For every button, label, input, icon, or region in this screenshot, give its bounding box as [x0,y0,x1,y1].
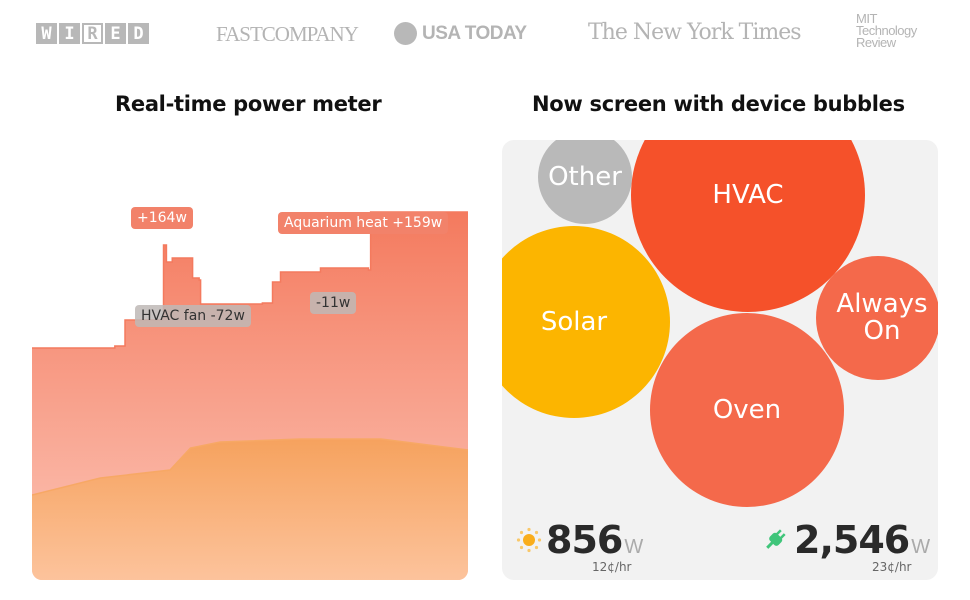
power-meter-svg [32,211,468,580]
logo-letter: E [105,23,126,44]
grid-unit: W [911,536,931,558]
power-meter-chart: +164w Aquarium heat +159w HVAC fan -72w … [32,140,468,580]
plug-icon [766,529,786,549]
bubble-other[interactable]: Other [538,140,632,224]
bubble-oven[interactable]: Oven [650,313,844,507]
logo-line: Technology [856,23,917,38]
solar-watts: 856 [546,518,623,562]
solar-cost: 12¢/hr [592,560,632,574]
power-meter-title: Real-time power meter [115,92,382,116]
annotation-minus-11: -11w [310,292,357,314]
fast-company-logo: FASTCOMPANY [216,22,359,46]
annotation-aquarium: Aquarium heat +159w [278,212,449,234]
baseline-area [32,439,468,580]
bubble-solar[interactable]: Solar [502,226,670,418]
bubble-label: Solar [540,306,608,337]
mit-technology-review-logo: MIT Technology Review [856,11,917,50]
logo-letter: I [59,23,80,44]
logo-letter: D [128,23,149,44]
device-bubbles-panel: Other HVAC Solar Always On Oven 856 W 12… [502,140,938,580]
nyt-logo: The New York Times [588,20,802,45]
logo-letter: R [82,23,103,44]
bubble-label: Always On [836,289,928,346]
usa-today-dot-icon [394,22,417,45]
bubble-label: Other [548,161,622,192]
bubble-label: HVAC [712,179,784,210]
bubble-always-on[interactable]: Always On [816,256,938,380]
solar-stat: 856 W [516,518,643,562]
baseline-area-line [32,438,468,496]
grid-watts: 2,546 [794,518,910,562]
sun-icon [516,527,542,553]
annotation-hvac-fan: HVAC fan -72w [135,305,251,327]
annotation-spike: +164w [131,207,193,229]
solar-unit: W [624,536,644,558]
usa-today-logo: USA TODAY [394,22,527,45]
bubbles-title: Now screen with device bubbles [532,92,905,116]
logo-line: Review [856,35,896,50]
logo-text: USA TODAY [422,22,527,44]
bubble-label: Oven [712,394,782,425]
grid-stat: 2,546 W [762,518,930,562]
logo-line: MIT [856,11,877,26]
grid-cost: 23¢/hr [872,560,912,574]
logo-letter: W [36,23,57,44]
